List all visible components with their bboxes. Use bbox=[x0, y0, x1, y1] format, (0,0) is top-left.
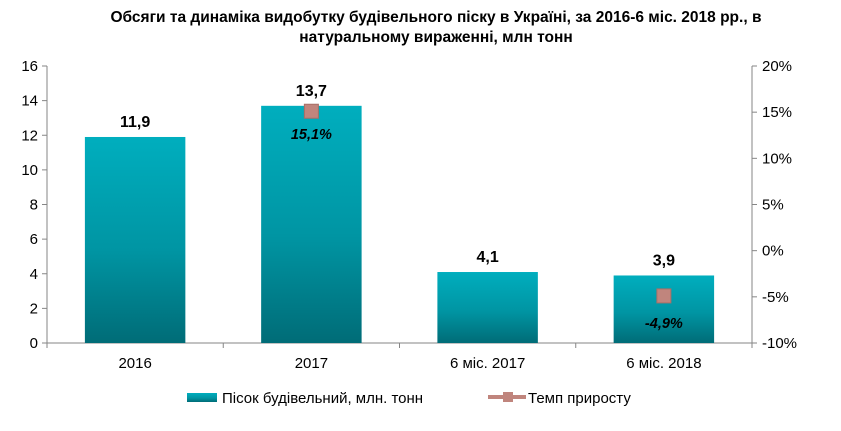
legend-label-sand: Пісок будівельний, млн. тонн bbox=[222, 390, 423, 407]
growth-marker bbox=[303, 103, 319, 119]
bar bbox=[261, 105, 362, 343]
category-label: 6 міс. 2018 bbox=[626, 355, 701, 372]
category-label: 2017 bbox=[295, 355, 328, 372]
bar-value-label: 3,9 bbox=[653, 252, 675, 269]
legend-label-growth: Темп приросту bbox=[528, 390, 631, 407]
chart-title-line-2: натуральному вираженні, млн тонн bbox=[299, 29, 572, 46]
bars bbox=[84, 105, 715, 343]
growth-value-label: -4,9% bbox=[645, 316, 683, 332]
left-tick-label: 2 bbox=[30, 300, 38, 317]
bar-value-label: 11,9 bbox=[120, 114, 150, 131]
left-tick-label: 0 bbox=[30, 335, 38, 352]
legend: Пісок будівельний, млн. тонн Темп прирос… bbox=[187, 390, 631, 407]
legend-swatch-sand bbox=[187, 393, 217, 402]
left-tick-label: 14 bbox=[21, 93, 38, 110]
chart-title-line-1: Обсяги та динаміка видобутку будівельног… bbox=[111, 9, 762, 26]
axes: 0 2 4 6 8 10 12 14 16 -10% -5% 0% 5% 10% 15% 20% 2016 201… bbox=[21, 58, 797, 372]
left-tick-label: 6 bbox=[30, 231, 38, 248]
left-tick-label: 10 bbox=[21, 162, 38, 179]
right-tick-label: 15% bbox=[762, 104, 792, 121]
right-tick-label: -5% bbox=[762, 289, 789, 306]
growth-marker bbox=[656, 288, 672, 304]
left-tick-label: 16 bbox=[21, 58, 38, 75]
bar-value-label: 4,1 bbox=[477, 249, 499, 266]
category-label: 2016 bbox=[118, 355, 151, 372]
bar bbox=[437, 272, 538, 343]
growth-markers bbox=[303, 103, 672, 304]
right-tick-label: 20% bbox=[762, 58, 792, 75]
left-tick-label: 8 bbox=[30, 197, 38, 214]
growth-value-label: 15,1% bbox=[291, 127, 332, 143]
bar bbox=[84, 136, 186, 343]
bar bbox=[613, 275, 715, 343]
left-tick-label: 4 bbox=[30, 266, 38, 283]
right-tick-label: 10% bbox=[762, 150, 792, 167]
right-tick-label: -10% bbox=[762, 335, 797, 352]
category-label: 6 міс. 2017 bbox=[450, 355, 525, 372]
right-tick-label: 0% bbox=[762, 243, 784, 260]
left-tick-label: 12 bbox=[21, 127, 38, 144]
data-labels: 11,9 13,7 4,1 3,9 15,1% -4,9% bbox=[120, 83, 683, 332]
bar-value-label: 13,7 bbox=[296, 83, 327, 100]
right-tick-label: 5% bbox=[762, 197, 784, 214]
legend-swatch-growth-marker bbox=[503, 392, 513, 402]
